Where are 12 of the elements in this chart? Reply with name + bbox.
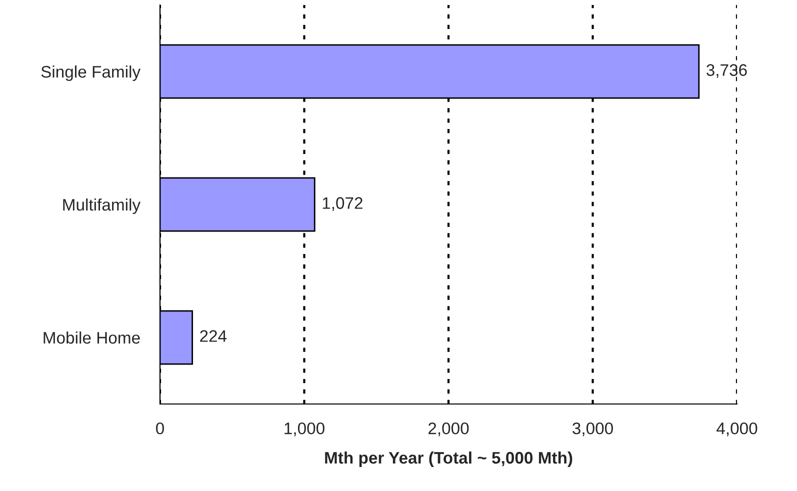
- y-tick-label: Single Family: [41, 65, 141, 81]
- data-label: 3,736: [706, 64, 747, 78]
- data-label: 224: [200, 330, 227, 342]
- x-tick-label: 0: [156, 422, 164, 434]
- x-tick-label: 1,000: [284, 422, 324, 436]
- x-tick-label: 3,000: [572, 422, 613, 436]
- x-tick-label: 4,000: [716, 422, 758, 436]
- x-tick-label: 2,000: [428, 422, 469, 436]
- y-tick-label: Multifamily: [63, 198, 141, 214]
- data-label: 1,072: [322, 197, 362, 211]
- x-axis-title: Mth per Year (Total ~ 5,000 Mth): [325, 451, 572, 468]
- y-tick-label: Mobile Home: [44, 331, 140, 344]
